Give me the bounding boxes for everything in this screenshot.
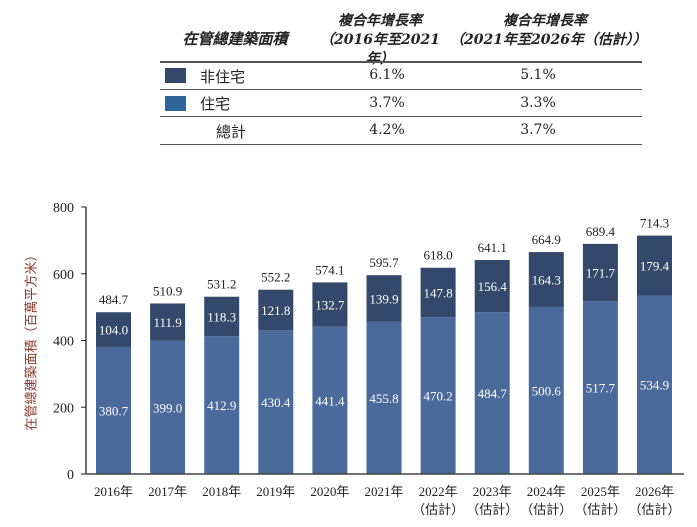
bar-non-residential <box>96 312 131 347</box>
x-tick-sublabel: （估計） <box>466 502 518 517</box>
bar-total-label: 531.2 <box>207 277 236 292</box>
table-rule <box>160 89 642 90</box>
x-tick-sublabel: （估計） <box>574 502 626 517</box>
bar-non-residential <box>637 235 672 296</box>
bar-total-label: 664.9 <box>532 232 561 247</box>
bar-residential <box>204 336 240 474</box>
col1-header-line1: 複合年增長率 <box>338 13 422 29</box>
bar-total-label: 618.0 <box>423 248 452 263</box>
x-tick-label: 2021年 <box>364 484 403 499</box>
bar-value-label: 147.8 <box>423 285 452 300</box>
x-tick-label: 2025年 <box>581 484 620 499</box>
row-value: 3.3% <box>520 95 556 111</box>
bar-value-label: 399.0 <box>153 400 182 415</box>
table-title: 在管總建築面積 <box>182 30 288 48</box>
bar-non-residential <box>366 275 402 322</box>
bar-residential <box>96 346 131 474</box>
bar-total-label: 574.1 <box>315 262 344 277</box>
bar-value-label: 164.3 <box>532 273 561 288</box>
bar-total-label: 641.1 <box>478 240 507 255</box>
bar-value-label: 171.7 <box>586 266 616 281</box>
x-tick-label: 2024年 <box>527 484 566 499</box>
bar-total-label: 714.3 <box>640 216 669 231</box>
x-tick-label: 2019年 <box>256 484 295 499</box>
x-tick-label: 2020年 <box>310 484 349 499</box>
x-tick-sublabel: （估計） <box>520 502 572 517</box>
y-tick-label: 800 <box>53 201 74 216</box>
row-value: 5.1% <box>520 67 556 83</box>
table-rule <box>160 144 642 145</box>
bar-non-residential <box>150 303 186 341</box>
col1-header: 複合年增長率 （2016年至2021年） <box>310 12 450 69</box>
bar-residential <box>582 301 618 474</box>
x-tick-label: 2022年 <box>419 484 458 499</box>
bar-value-label: 430.4 <box>261 395 291 410</box>
bar-residential <box>258 330 294 474</box>
bar-value-label: 132.7 <box>315 298 345 313</box>
bar-non-residential <box>258 289 294 331</box>
bar-value-label: 441.4 <box>315 393 345 408</box>
bar-non-residential <box>420 267 456 318</box>
bar-value-label: 484.7 <box>478 386 508 401</box>
bar-total-label: 510.9 <box>153 283 182 298</box>
bar-value-label: 455.8 <box>369 391 398 406</box>
col1-header-line2: （2016年至2021年） <box>320 32 440 67</box>
bar-non-residential <box>204 296 240 337</box>
x-tick-label: 2018年 <box>202 484 241 499</box>
bar-value-label: 500.6 <box>532 383 562 398</box>
bar-total-label: 484.7 <box>99 292 129 307</box>
y-tick-label: 200 <box>53 401 74 416</box>
y-tick-label: 400 <box>53 335 74 350</box>
row-value: 3.7% <box>520 122 556 138</box>
legend-swatch-residential <box>165 96 186 111</box>
bar-value-label: 111.9 <box>153 315 181 330</box>
row-value: 4.2% <box>369 122 405 138</box>
bar-value-label: 121.8 <box>261 303 290 318</box>
bar-total-label: 689.4 <box>586 224 616 239</box>
x-tick-label: 2017年 <box>148 484 187 499</box>
bar-residential <box>150 340 186 474</box>
bar-value-label: 179.4 <box>640 259 670 274</box>
bar-residential <box>474 312 510 474</box>
table-rule <box>160 61 642 63</box>
bar-residential <box>312 326 348 474</box>
bar-residential <box>637 295 672 474</box>
y-tick-label: 0 <box>67 468 74 483</box>
bar-value-label: 534.9 <box>640 378 669 393</box>
y-tick-label: 600 <box>53 268 74 283</box>
bar-total-label: 552.2 <box>261 270 290 285</box>
bar-total-label: 595.7 <box>369 255 399 270</box>
row-value: 6.1% <box>369 67 405 83</box>
bar-residential <box>420 317 456 474</box>
bar-non-residential <box>312 282 348 327</box>
col2-header-line2: （2021年至2026年（估計）） <box>450 32 647 48</box>
col2-header: 複合年增長率 （2021年至2026年（估計）） <box>450 12 647 50</box>
bar-non-residential <box>582 243 618 302</box>
bar-value-label: 380.7 <box>99 403 129 418</box>
x-tick-label: 2026年 <box>635 484 674 499</box>
bar-value-label: 139.9 <box>369 292 398 307</box>
stacked-bar-chart: 0 200 400 600 800 380.7 104.0 484.7 2016年 399.0 11… <box>53 201 684 517</box>
x-tick-sublabel: （估計） <box>628 502 680 517</box>
x-tick-label: 2023年 <box>473 484 512 499</box>
row-label: 非住宅 <box>200 68 246 86</box>
x-tick-label: 2016年 <box>94 484 133 499</box>
bar-value-label: 412.9 <box>207 398 236 413</box>
bar-residential <box>366 321 402 474</box>
legend-swatch-non-residential <box>165 68 186 83</box>
bar-value-label: 470.2 <box>423 389 452 404</box>
bar-value-label: 517.7 <box>586 381 616 396</box>
bar-non-residential <box>474 260 510 313</box>
bar-non-residential <box>528 252 564 307</box>
col2-header-line1: 複合年增長率 <box>503 13 587 29</box>
bar-value-label: 118.3 <box>207 309 236 324</box>
row-value: 3.7% <box>369 95 405 111</box>
row-label: 總計 <box>216 123 247 141</box>
bar-value-label: 104.0 <box>99 323 128 338</box>
x-tick-sublabel: （估計） <box>412 502 464 517</box>
table-rule <box>160 116 642 117</box>
row-label: 住宅 <box>200 95 231 113</box>
bar-residential <box>528 306 564 474</box>
bar-value-label: 156.4 <box>478 279 508 294</box>
